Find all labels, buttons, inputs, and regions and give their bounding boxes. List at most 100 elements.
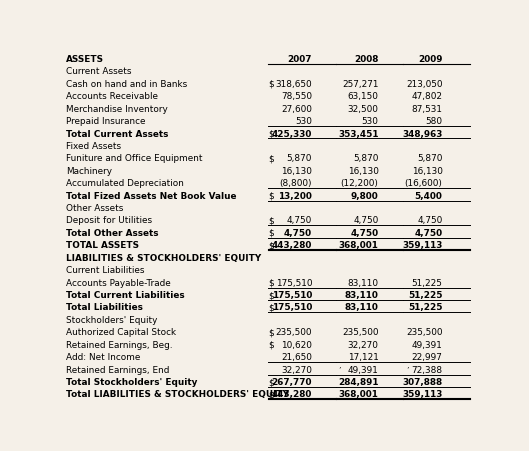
Text: 4,750: 4,750 xyxy=(414,228,442,237)
Text: 443,280: 443,280 xyxy=(272,241,312,250)
Text: 32,270: 32,270 xyxy=(281,365,312,374)
Text: 348,963: 348,963 xyxy=(402,129,442,138)
Text: $: $ xyxy=(268,390,273,399)
Text: 51,225: 51,225 xyxy=(408,303,442,312)
Text: 32,500: 32,500 xyxy=(348,105,379,113)
Text: 49,391: 49,391 xyxy=(348,365,379,374)
Text: 10,620: 10,620 xyxy=(281,340,312,349)
Text: Current Liabilities: Current Liabilities xyxy=(66,266,144,275)
Text: ASSETS: ASSETS xyxy=(66,55,104,64)
Text: 2007: 2007 xyxy=(288,55,312,64)
Text: 443,280: 443,280 xyxy=(272,390,312,399)
Text: Accumulated Depreciation: Accumulated Depreciation xyxy=(66,179,184,188)
Text: Retained Earnings, End: Retained Earnings, End xyxy=(66,365,169,374)
Text: LIABILITIES & STOCKHOLDERS' EQUITY: LIABILITIES & STOCKHOLDERS' EQUITY xyxy=(66,253,261,262)
Text: Add: Net Income: Add: Net Income xyxy=(66,352,141,361)
Text: 21,650: 21,650 xyxy=(281,352,312,361)
Text: 22,997: 22,997 xyxy=(412,352,442,361)
Text: 359,113: 359,113 xyxy=(402,390,442,399)
Text: $: $ xyxy=(268,377,273,386)
Text: 2009: 2009 xyxy=(418,55,442,64)
Text: $: $ xyxy=(268,340,273,349)
Text: 235,500: 235,500 xyxy=(276,327,312,336)
Text: Accounts Payable-Trade: Accounts Payable-Trade xyxy=(66,278,171,287)
Text: 4,750: 4,750 xyxy=(350,228,379,237)
Text: 47,802: 47,802 xyxy=(412,92,442,101)
Text: 5,870: 5,870 xyxy=(417,154,442,163)
Text: $: $ xyxy=(268,290,273,299)
Text: 87,531: 87,531 xyxy=(412,105,442,113)
Text: 51,225: 51,225 xyxy=(408,290,442,299)
Text: 13,200: 13,200 xyxy=(278,191,312,200)
Text: 235,500: 235,500 xyxy=(406,327,442,336)
Text: ’: ’ xyxy=(339,366,341,372)
Text: 4,750: 4,750 xyxy=(287,216,312,225)
Text: Retained Earnings, Beg.: Retained Earnings, Beg. xyxy=(66,340,172,349)
Text: ’: ’ xyxy=(406,366,408,372)
Text: Total Stockholders' Equity: Total Stockholders' Equity xyxy=(66,377,197,386)
Text: $: $ xyxy=(268,80,273,88)
Text: 307,888: 307,888 xyxy=(403,377,442,386)
Text: 16,130: 16,130 xyxy=(348,166,379,175)
Text: $: $ xyxy=(268,216,273,225)
Text: 359,113: 359,113 xyxy=(402,241,442,250)
Text: 5,870: 5,870 xyxy=(287,154,312,163)
Text: 368,001: 368,001 xyxy=(339,241,379,250)
Text: 530: 530 xyxy=(362,117,379,126)
Text: 17,121: 17,121 xyxy=(348,352,379,361)
Text: 175,510: 175,510 xyxy=(272,303,312,312)
Text: 63,150: 63,150 xyxy=(348,92,379,101)
Text: 83,110: 83,110 xyxy=(348,278,379,287)
Text: 235,500: 235,500 xyxy=(342,327,379,336)
Text: Merchandise Inventory: Merchandise Inventory xyxy=(66,105,168,113)
Text: 284,891: 284,891 xyxy=(338,377,379,386)
Text: Other Assets: Other Assets xyxy=(66,203,123,212)
Text: 4,750: 4,750 xyxy=(417,216,442,225)
Text: Cash on hand and in Banks: Cash on hand and in Banks xyxy=(66,80,187,88)
Text: Authorized Capital Stock: Authorized Capital Stock xyxy=(66,327,176,336)
Text: 2008: 2008 xyxy=(354,55,379,64)
Text: $: $ xyxy=(268,241,273,250)
Text: $: $ xyxy=(268,191,273,200)
Text: 530: 530 xyxy=(295,117,312,126)
Text: 72,388: 72,388 xyxy=(412,365,442,374)
Text: (8,800): (8,800) xyxy=(280,179,312,188)
Text: 9,800: 9,800 xyxy=(351,191,379,200)
Text: Funiture and Office Equipment: Funiture and Office Equipment xyxy=(66,154,203,163)
Text: 49,391: 49,391 xyxy=(412,340,442,349)
Text: $: $ xyxy=(268,129,273,138)
Text: 5,870: 5,870 xyxy=(353,154,379,163)
Text: 175,510: 175,510 xyxy=(272,290,312,299)
Text: $: $ xyxy=(268,303,273,312)
Text: 83,110: 83,110 xyxy=(345,303,379,312)
Text: 4,750: 4,750 xyxy=(353,216,379,225)
Text: $: $ xyxy=(268,278,273,287)
Text: (12,200): (12,200) xyxy=(341,179,379,188)
Text: 353,451: 353,451 xyxy=(338,129,379,138)
Text: 267,770: 267,770 xyxy=(271,377,312,386)
Text: Total Liabilities: Total Liabilities xyxy=(66,303,143,312)
Text: 318,650: 318,650 xyxy=(276,80,312,88)
Text: Total Current Liabilities: Total Current Liabilities xyxy=(66,290,185,299)
Text: Total Current Assets: Total Current Assets xyxy=(66,129,169,138)
Text: 368,001: 368,001 xyxy=(339,390,379,399)
Text: 83,110: 83,110 xyxy=(345,290,379,299)
Text: Total Fized Assets Net Book Value: Total Fized Assets Net Book Value xyxy=(66,191,236,200)
Text: 5,400: 5,400 xyxy=(415,191,442,200)
Text: Total LIABILITIES & STOCKHOLDERS' EQUITY: Total LIABILITIES & STOCKHOLDERS' EQUITY xyxy=(66,390,289,399)
Text: Stockholders' Equity: Stockholders' Equity xyxy=(66,315,158,324)
Text: (16,600): (16,600) xyxy=(405,179,442,188)
Text: Fixed Assets: Fixed Assets xyxy=(66,142,121,151)
Text: 27,600: 27,600 xyxy=(281,105,312,113)
Text: Prepaid Insurance: Prepaid Insurance xyxy=(66,117,145,126)
Text: Accounts Receivable: Accounts Receivable xyxy=(66,92,158,101)
Text: Machinery: Machinery xyxy=(66,166,112,175)
Text: 257,271: 257,271 xyxy=(342,80,379,88)
Text: 425,330: 425,330 xyxy=(272,129,312,138)
Text: $: $ xyxy=(268,327,273,336)
Text: Total Other Assets: Total Other Assets xyxy=(66,228,159,237)
Text: TOTAL ASSETS: TOTAL ASSETS xyxy=(66,241,139,250)
Text: 580: 580 xyxy=(425,117,442,126)
Text: 175,510: 175,510 xyxy=(276,278,312,287)
Text: $: $ xyxy=(268,154,273,163)
